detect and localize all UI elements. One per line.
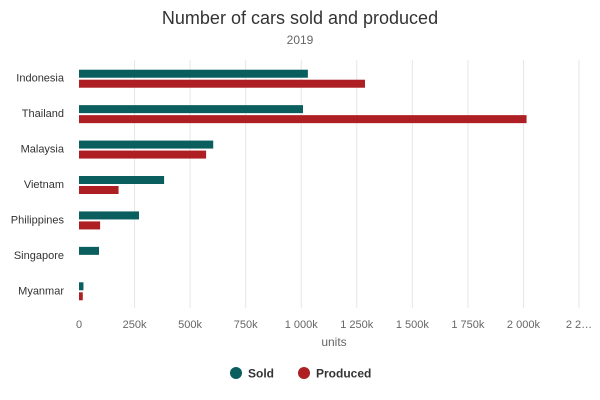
x-tick-label: 0 xyxy=(76,319,82,331)
bar-produced-philippines[interactable] xyxy=(79,221,101,230)
bar-sold-indonesia[interactable] xyxy=(79,69,308,78)
chart-title: Number of cars sold and produced xyxy=(162,8,438,28)
x-tick-label: 750k xyxy=(234,319,258,331)
x-tick-label: 1 500k xyxy=(396,319,430,331)
bar-sold-vietnam[interactable] xyxy=(79,176,165,184)
x-axis-ticks: 0 250k 500k 750k 1 000k 1 250k 1 500k 1 750k 2 0… xyxy=(76,319,592,331)
x-tick-label: 2 2… xyxy=(566,319,592,331)
x-tick-label: 2 000k xyxy=(507,319,541,331)
category-label: Myanmar xyxy=(18,285,64,297)
bar-produced-myanmar[interactable] xyxy=(79,292,83,301)
category-label: Singapore xyxy=(14,250,64,262)
bars xyxy=(79,69,527,301)
category-label: Thailand xyxy=(22,108,64,120)
legend-label: Produced xyxy=(316,367,371,381)
bar-sold-myanmar[interactable] xyxy=(79,282,84,291)
chart-subtitle: 2019 xyxy=(287,33,314,47)
category-labels: Indonesia Thailand Malaysia Vietnam Philippi… xyxy=(11,73,65,298)
bar-sold-philippines[interactable] xyxy=(79,211,139,220)
legend[interactable]: Sold Produced xyxy=(230,367,371,381)
legend-marker xyxy=(298,367,310,379)
x-tick-label: 1 250k xyxy=(340,319,374,331)
bar-produced-thailand[interactable] xyxy=(79,115,527,124)
category-label: Vietnam xyxy=(24,179,64,191)
bar-produced-malaysia[interactable] xyxy=(79,150,207,159)
category-label: Indonesia xyxy=(16,73,65,85)
x-tick-label: 1 750k xyxy=(451,319,485,331)
bar-sold-thailand[interactable] xyxy=(79,105,303,114)
legend-label: Sold xyxy=(248,367,274,381)
x-axis-title: units xyxy=(321,335,346,349)
legend-marker xyxy=(230,367,242,379)
legend-item-sold[interactable]: Sold xyxy=(230,367,274,381)
x-tick-label: 500k xyxy=(178,319,202,331)
x-tick-label: 250k xyxy=(123,319,147,331)
bar-produced-vietnam[interactable] xyxy=(79,186,119,194)
bar-sold-singapore[interactable] xyxy=(79,246,99,255)
category-label: Philippines xyxy=(11,214,65,226)
legend-item-produced[interactable]: Produced xyxy=(298,367,371,381)
bar-produced-indonesia[interactable] xyxy=(79,79,365,88)
bar-sold-malaysia[interactable] xyxy=(79,140,214,149)
category-label: Malaysia xyxy=(21,144,65,156)
x-tick-label: 1 000k xyxy=(285,319,319,331)
grid-lines xyxy=(134,60,580,308)
